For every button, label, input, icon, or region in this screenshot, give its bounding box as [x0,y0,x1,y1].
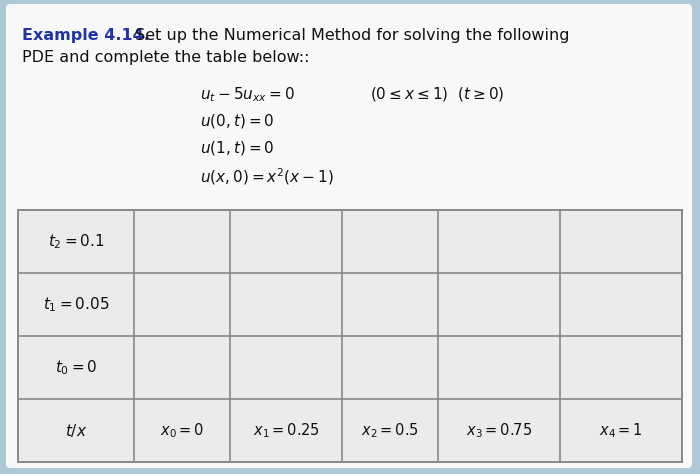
Text: Example 4.14.: Example 4.14. [22,28,150,43]
Text: $t_0 = 0$: $t_0 = 0$ [55,358,97,377]
Text: $t / x$: $t / x$ [65,422,88,439]
Text: $(0 \leq x \leq 1)$  $(t \geq 0)$: $(0 \leq x \leq 1)$ $(t \geq 0)$ [370,85,505,103]
Bar [18,210,682,462]
Text: $x_1 = 0.25$: $x_1 = 0.25$ [253,421,319,440]
Text: $t_1 = 0.05$: $t_1 = 0.05$ [43,295,109,314]
Text: PDE and complete the table below::: PDE and complete the table below:: [22,50,309,65]
FancyBboxPatch shape [6,4,692,468]
Text: $u(x, 0) = x^2(x - 1)$: $u(x, 0) = x^2(x - 1)$ [200,166,334,187]
Text: $u_t - 5u_{xx} = 0$: $u_t - 5u_{xx} = 0$ [200,85,295,104]
Text: $x_4 = 1$: $x_4 = 1$ [599,421,643,440]
Text: $x_0 = 0$: $x_0 = 0$ [160,421,204,440]
Text: $t_2 = 0.1$: $t_2 = 0.1$ [48,232,104,251]
Text: $u(1, t) = 0$: $u(1, t) = 0$ [200,139,274,157]
Text: Set up the Numerical Method for solving the following: Set up the Numerical Method for solving … [130,28,570,43]
Text: $x_2 = 0.5$: $x_2 = 0.5$ [361,421,419,440]
Text: $u(0, t) = 0$: $u(0, t) = 0$ [200,112,274,130]
Text: $x_3 = 0.75$: $x_3 = 0.75$ [466,421,532,440]
